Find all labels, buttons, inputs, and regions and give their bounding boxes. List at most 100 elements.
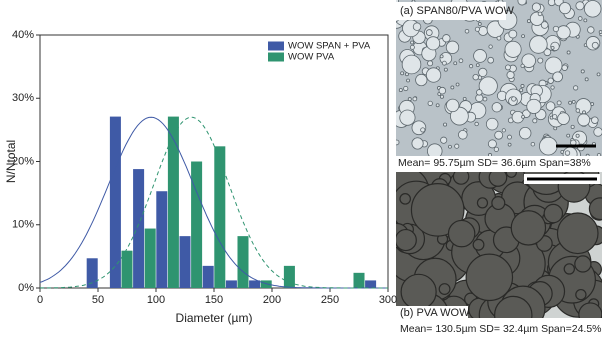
droplet	[573, 85, 579, 91]
droplet	[591, 41, 599, 49]
droplet	[505, 172, 517, 178]
droplet	[405, 72, 409, 77]
droplet	[485, 117, 499, 131]
droplet	[574, 255, 592, 273]
y-axis-label: N/Ntotal	[4, 140, 18, 183]
droplet	[552, 71, 563, 83]
droplet	[455, 82, 460, 87]
droplet	[568, 100, 573, 105]
x-tick-label: 200	[263, 294, 281, 306]
droplet	[482, 96, 488, 102]
droplet	[399, 109, 416, 126]
droplet	[452, 172, 470, 185]
bar	[249, 280, 261, 288]
droplet	[521, 34, 525, 38]
droplet	[458, 58, 464, 64]
x-tick-label: 300	[379, 294, 397, 306]
droplet	[399, 193, 412, 205]
droplet	[468, 64, 474, 69]
droplet	[477, 22, 482, 26]
droplet	[505, 64, 511, 71]
droplet	[556, 212, 599, 255]
image-label: (a) SPAN80/PVA WOW	[400, 5, 515, 17]
droplet	[575, 108, 581, 113]
bar	[167, 116, 179, 288]
droplet	[556, 100, 562, 106]
droplet	[458, 129, 468, 140]
legend-swatch	[268, 52, 284, 62]
droplet	[411, 137, 424, 150]
y-tick-label: 0%	[18, 282, 34, 294]
droplet	[544, 56, 563, 75]
droplet	[540, 21, 549, 29]
droplet	[476, 197, 489, 209]
droplet	[446, 98, 460, 113]
bar	[365, 280, 377, 288]
droplet	[427, 143, 443, 156]
droplet	[398, 88, 403, 93]
droplet	[441, 60, 447, 66]
droplet	[425, 29, 433, 36]
droplet	[531, 2, 541, 12]
bar	[353, 272, 365, 288]
micrograph-a	[396, 0, 602, 156]
droplet	[491, 102, 502, 113]
droplet	[510, 210, 547, 246]
legend-label: WOW SPAN + PVA	[288, 41, 371, 52]
droplet	[450, 85, 455, 90]
droplet	[570, 124, 575, 129]
droplet	[487, 139, 497, 149]
droplet	[566, 133, 571, 138]
droplet	[593, 127, 602, 137]
droplet	[507, 142, 512, 147]
droplet	[487, 153, 493, 156]
droplet	[478, 26, 489, 36]
droplet	[547, 0, 556, 7]
droplet	[564, 150, 571, 156]
droplet	[406, 78, 410, 83]
droplet	[552, 25, 560, 33]
droplet	[462, 96, 467, 101]
droplet	[521, 114, 525, 119]
bar	[144, 228, 156, 288]
y-tick-label: 20%	[12, 155, 34, 167]
droplet	[396, 228, 417, 252]
droplet	[396, 139, 400, 146]
droplet	[407, 97, 412, 102]
bar	[121, 250, 133, 288]
label-box	[396, 306, 468, 320]
droplet	[493, 146, 499, 152]
droplet	[426, 36, 441, 51]
droplet	[491, 195, 506, 211]
droplet	[439, 54, 444, 59]
y-tick-label: 30%	[12, 92, 34, 104]
image-caption: Mean= 95.75µm SD= 36.6µm Span=38%	[398, 157, 591, 169]
droplet	[496, 35, 502, 41]
droplet	[583, 18, 588, 23]
droplet	[556, 25, 571, 40]
droplet	[445, 40, 460, 54]
x-tick-label: 50	[92, 294, 104, 306]
y-tick-label: 40%	[12, 29, 34, 41]
droplet	[494, 295, 533, 318]
x-axis-label: Diameter (µm)	[176, 311, 253, 325]
droplet	[583, 0, 602, 18]
x-tick-label: 100	[147, 294, 165, 306]
droplet	[447, 219, 476, 248]
droplet	[547, 77, 554, 84]
x-tick-label: 150	[205, 294, 223, 306]
droplet	[501, 128, 506, 133]
droplet	[588, 197, 602, 221]
droplet	[420, 127, 426, 133]
bar	[237, 236, 249, 288]
droplet	[587, 26, 595, 34]
droplet	[543, 48, 552, 57]
droplet	[400, 273, 437, 310]
droplet	[519, 88, 524, 93]
droplet	[454, 143, 460, 149]
droplet	[410, 183, 465, 237]
droplet	[571, 99, 576, 104]
legend-swatch	[268, 41, 284, 51]
x-tick-label: 250	[321, 294, 339, 306]
